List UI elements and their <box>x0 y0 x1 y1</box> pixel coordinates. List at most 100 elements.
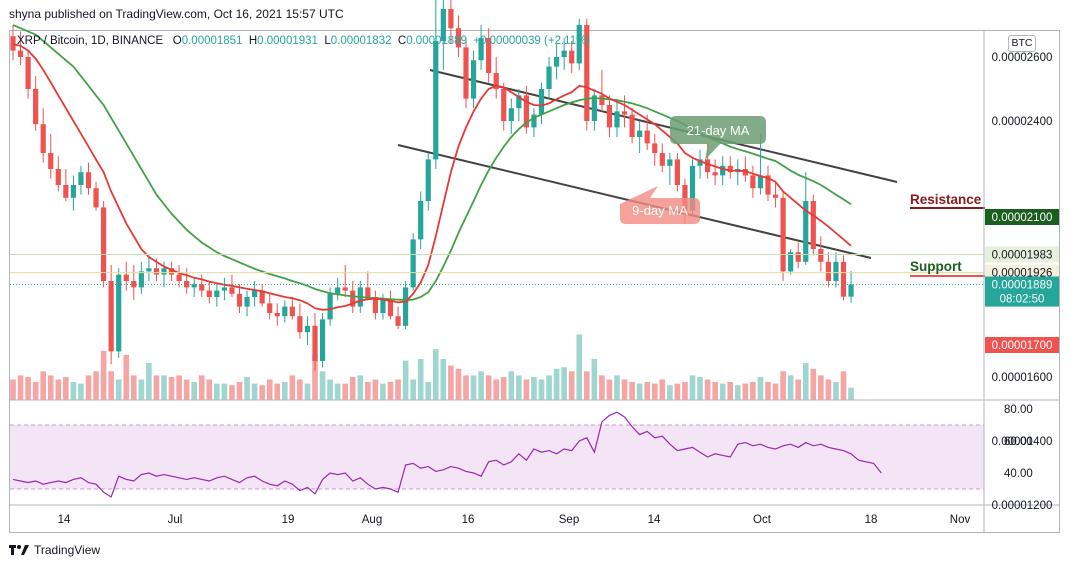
currency-badge[interactable]: BTC <box>1008 35 1036 52</box>
volume-bar <box>780 371 786 400</box>
candle-body <box>810 201 816 249</box>
candle-body <box>501 89 507 121</box>
candle-body <box>403 287 409 326</box>
volume-bar <box>591 359 598 400</box>
volume-bar <box>500 377 507 400</box>
candle-body <box>191 284 197 288</box>
chart-frame <box>9 30 1060 533</box>
footer-brand[interactable]: TradingView <box>9 543 100 557</box>
annotations: 21-day MA 9-day MA Resistance Support <box>620 116 985 277</box>
volume-bar <box>229 385 235 400</box>
volume-bar <box>191 381 197 400</box>
volume-bar <box>251 383 258 400</box>
volume-bar <box>802 363 809 400</box>
volume-bar <box>349 377 356 400</box>
ma21-line <box>12 24 852 302</box>
candle-body <box>712 172 718 176</box>
volume-bar <box>667 385 673 400</box>
ma21-callout-label: 21-day MA <box>687 123 750 138</box>
volume-bar <box>463 375 469 400</box>
volume-bar <box>568 371 575 400</box>
volume-bar <box>410 379 416 400</box>
candle-body <box>17 50 24 57</box>
close-value: 0.00001889 <box>406 35 467 47</box>
candle-body <box>591 95 597 121</box>
candle-body <box>614 111 620 128</box>
volume-bar <box>365 381 371 400</box>
volume-bar <box>123 354 130 400</box>
candle-body <box>221 287 227 291</box>
candle-body <box>206 290 212 297</box>
candle-body <box>546 66 552 89</box>
candle-body <box>516 95 522 109</box>
candle-body <box>569 50 575 64</box>
volume-bar <box>765 381 771 400</box>
footer-brand-text: TradingView <box>34 543 101 557</box>
price-badge <box>985 209 1059 225</box>
volume-bar <box>85 375 92 400</box>
volume-bar <box>621 379 628 400</box>
volume-bar <box>840 371 847 400</box>
volume-bar <box>357 375 364 400</box>
volume-bar <box>516 375 522 400</box>
candle-body <box>289 306 295 317</box>
volume-bar <box>214 383 220 400</box>
candle-body <box>350 290 356 307</box>
volume-bar <box>312 354 318 400</box>
axes: 0.000030000.000028000.000026000.00002400… <box>10 31 1059 532</box>
volume-bar <box>78 383 84 400</box>
volume-bar <box>659 379 666 400</box>
volume-bar <box>206 379 213 400</box>
candle-body <box>674 159 680 185</box>
price-tick-label: 0.00001200 <box>992 500 1053 512</box>
volume-bar <box>485 375 492 400</box>
symbol-name: XRP / Bitcoin, 1D, BINANCE <box>17 35 164 47</box>
volume-bar <box>531 377 537 400</box>
candle-body <box>259 290 265 304</box>
candle-body <box>508 108 514 121</box>
candlesticks <box>10 0 854 371</box>
ma9-callout-label: 9-day MA <box>632 203 688 218</box>
volume-bar <box>259 385 265 400</box>
volume-bar <box>183 379 190 400</box>
volume-bar <box>682 381 688 400</box>
tradingview-logo-icon <box>9 544 29 556</box>
candle-body <box>848 284 854 297</box>
candle-body <box>833 261 839 281</box>
candle-body <box>705 159 711 173</box>
ma21-callout-bubble <box>670 116 766 160</box>
candle-body <box>780 197 786 272</box>
volume-bar <box>425 381 432 400</box>
rsi-tick-label: 40.00 <box>1004 468 1033 480</box>
volume-bar <box>108 371 114 400</box>
candle-body <box>199 284 205 291</box>
volume-bar <box>334 383 341 400</box>
price-badge-label: 0.00002100 <box>992 212 1053 224</box>
volume-bar <box>387 381 394 400</box>
volume-bar <box>810 368 817 400</box>
volume-bar <box>833 381 839 400</box>
candle-body <box>116 274 122 352</box>
candle-body <box>372 297 378 313</box>
price-badge <box>985 276 1059 293</box>
volume-bar <box>63 377 69 400</box>
candle-body <box>108 281 114 352</box>
volume-bar <box>440 359 447 400</box>
candle-body <box>312 325 318 361</box>
candle-body <box>70 185 76 198</box>
candle-body <box>448 9 454 29</box>
candle-body <box>25 57 31 89</box>
candle-body <box>493 73 499 89</box>
volume-bar <box>282 381 288 400</box>
volume-bar <box>651 383 658 400</box>
time-tick-label: 14 <box>648 514 661 526</box>
low-value: 0.00001832 <box>330 35 392 47</box>
volume-bar <box>470 375 477 400</box>
candle-body <box>538 89 545 115</box>
volume-bar <box>138 379 145 400</box>
publisher-line: shyna published on TradingView.com, Oct … <box>9 7 344 21</box>
candle-body <box>750 175 756 189</box>
rsi-tick-label: 60.00 <box>1004 436 1033 448</box>
close-label: C <box>397 35 407 47</box>
